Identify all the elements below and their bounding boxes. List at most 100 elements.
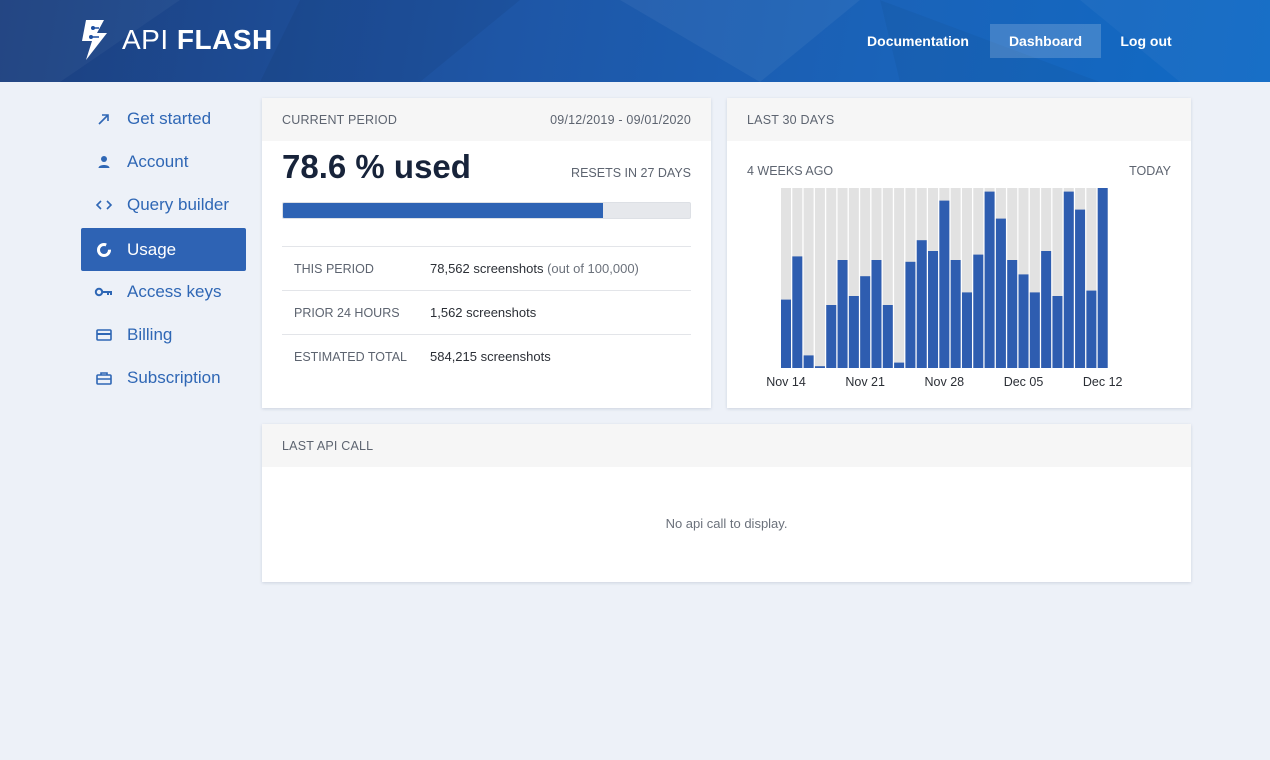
top-header: API FLASH Documentation Dashboard Log ou… <box>0 0 1270 82</box>
chart-bar-track <box>814 188 825 368</box>
resets-text: RESETS IN 27 DAYS <box>571 166 691 180</box>
donut-chart-icon <box>81 242 127 258</box>
period-range: 09/12/2019 - 09/01/2020 <box>550 112 691 127</box>
card-title: LAST API CALL <box>282 438 374 453</box>
chart-x-tick-label: Nov 28 <box>925 375 965 389</box>
chart-bar[interactable] <box>1029 292 1040 368</box>
sidebar-item-label: Get started <box>127 108 212 128</box>
chart-right-caption: TODAY <box>1129 164 1171 178</box>
chart-bar[interactable] <box>1097 188 1108 368</box>
stat-value-note: (out of 100,000) <box>547 261 639 276</box>
user-icon <box>81 154 127 170</box>
chart-bar[interactable] <box>916 240 927 368</box>
chart-bar-track <box>848 188 859 368</box>
chart-bar[interactable] <box>1018 274 1029 368</box>
card-title: CURRENT PERIOD <box>282 112 398 127</box>
chart-bar[interactable] <box>860 276 871 368</box>
chart-x-tick-label: Dec 05 <box>1004 375 1044 389</box>
stat-value: 1,562 screenshots <box>430 305 537 320</box>
logo[interactable]: API FLASH <box>80 19 273 61</box>
sidebar-item-label: Subscription <box>127 367 221 387</box>
usage-percent: 78.6 % used <box>282 148 471 185</box>
chart-bar[interactable] <box>826 305 837 368</box>
chart-bar[interactable] <box>814 366 825 368</box>
nav-log-out[interactable]: Log out <box>1120 33 1172 49</box>
usage-stats-table: THIS PERIOD 78,562 screenshots (out of 1… <box>282 246 691 378</box>
chart-bar-track <box>1086 188 1097 368</box>
arrow-up-right-icon <box>81 111 127 127</box>
logo-text-api: API <box>122 24 169 55</box>
stat-value: 78,562 screenshots (out of 100,000) <box>430 261 639 276</box>
chart-x-tick-label: Nov 21 <box>845 375 885 389</box>
lightning-bolt-logo-icon <box>82 20 107 60</box>
card-title: LAST 30 DAYS <box>747 112 835 127</box>
stat-label: PRIOR 24 HOURS <box>294 305 400 320</box>
current-period-card: CURRENT PERIOD 09/12/2019 - 09/01/2020 7… <box>262 98 711 408</box>
chart-bar[interactable] <box>939 200 950 368</box>
chart-bar[interactable] <box>894 362 905 368</box>
card-header: LAST 30 DAYS <box>727 98 1191 141</box>
chart-bar[interactable] <box>961 292 972 368</box>
logo-text-flash: FLASH <box>176 24 273 55</box>
table-row: PRIOR 24 HOURS 1,562 screenshots <box>282 290 691 334</box>
key-icon <box>81 284 127 300</box>
chart-bar[interactable] <box>1041 251 1052 368</box>
chart-bar[interactable] <box>871 260 882 368</box>
chart-bar[interactable] <box>848 296 859 368</box>
sidebar-item-usage[interactable]: Usage <box>81 228 246 271</box>
sidebar-item-label: Query builder <box>127 194 230 214</box>
chart-x-tick-label: Dec 12 <box>1083 375 1123 389</box>
chart-bar[interactable] <box>995 218 1006 368</box>
sidebar-item-subscription[interactable]: Subscription <box>81 356 246 399</box>
stat-label: THIS PERIOD <box>294 261 374 276</box>
logo-text: API FLASH <box>122 24 273 56</box>
sidebar-item-get-started[interactable]: Get started <box>81 97 246 140</box>
chart-bar-track <box>961 188 972 368</box>
briefcase-icon <box>81 370 127 386</box>
sidebar-item-access-keys[interactable]: Access keys <box>81 270 246 313</box>
daily-usage-bar-chart: Nov 14 Nov 21 Nov 28 Dec 05 Dec 12 <box>766 188 1123 389</box>
sidebar-item-billing[interactable]: Billing <box>81 313 246 356</box>
chart-bar[interactable] <box>792 256 803 368</box>
chart-bar[interactable] <box>781 299 792 368</box>
credit-card-icon <box>81 327 127 343</box>
chart-bar[interactable] <box>905 261 916 368</box>
empty-state-message: No api call to display. <box>665 516 788 531</box>
chart-bar-track <box>826 188 837 368</box>
chart-bar[interactable] <box>928 251 939 368</box>
chart-bar[interactable] <box>1052 296 1063 368</box>
chart-bar-track <box>803 188 814 368</box>
chart-bar[interactable] <box>803 355 814 368</box>
chart-bar-track <box>882 188 893 368</box>
usage-progress-bar <box>282 202 691 219</box>
usage-progress-fill <box>283 203 603 218</box>
chart-bar-track <box>894 188 905 368</box>
sidebar-item-account[interactable]: Account <box>81 140 246 183</box>
chart-bar[interactable] <box>950 260 961 368</box>
chart-bar[interactable] <box>882 305 893 368</box>
chart-bar[interactable] <box>1063 191 1074 368</box>
sidebar-item-label: Access keys <box>127 281 222 301</box>
stat-value-main: 78,562 screenshots <box>430 261 544 276</box>
chart-left-caption: 4 WEEKS AGO <box>747 164 834 178</box>
chart-bar-track <box>781 188 792 368</box>
card-header: LAST API CALL <box>262 424 1191 467</box>
chart-bar[interactable] <box>973 254 984 368</box>
chart-x-tick-label: Nov 14 <box>766 375 806 389</box>
nav-dashboard[interactable]: Dashboard <box>990 24 1101 58</box>
sidebar-item-query-builder[interactable]: Query builder <box>81 183 246 226</box>
sidebar-item-label: Usage <box>127 239 177 259</box>
card-header: CURRENT PERIOD 09/12/2019 - 09/01/2020 <box>262 98 711 141</box>
last-30-days-card: LAST 30 DAYS 4 WEEKS AGO TODAY Nov 14 Nov… <box>727 98 1191 408</box>
chart-bar[interactable] <box>1007 260 1018 368</box>
chart-bar[interactable] <box>1086 290 1097 368</box>
chart-bar[interactable] <box>1075 209 1086 368</box>
nav-documentation[interactable]: Documentation <box>867 33 969 49</box>
stat-value: 584,215 screenshots <box>430 349 551 364</box>
table-row: ESTIMATED TOTAL 584,215 screenshots <box>282 334 691 378</box>
chart-bar[interactable] <box>837 260 848 368</box>
chart-bar-track <box>1052 188 1063 368</box>
table-row: THIS PERIOD 78,562 screenshots (out of 1… <box>282 246 691 290</box>
chart-bar[interactable] <box>984 191 995 368</box>
header-background-pattern <box>0 0 1270 82</box>
